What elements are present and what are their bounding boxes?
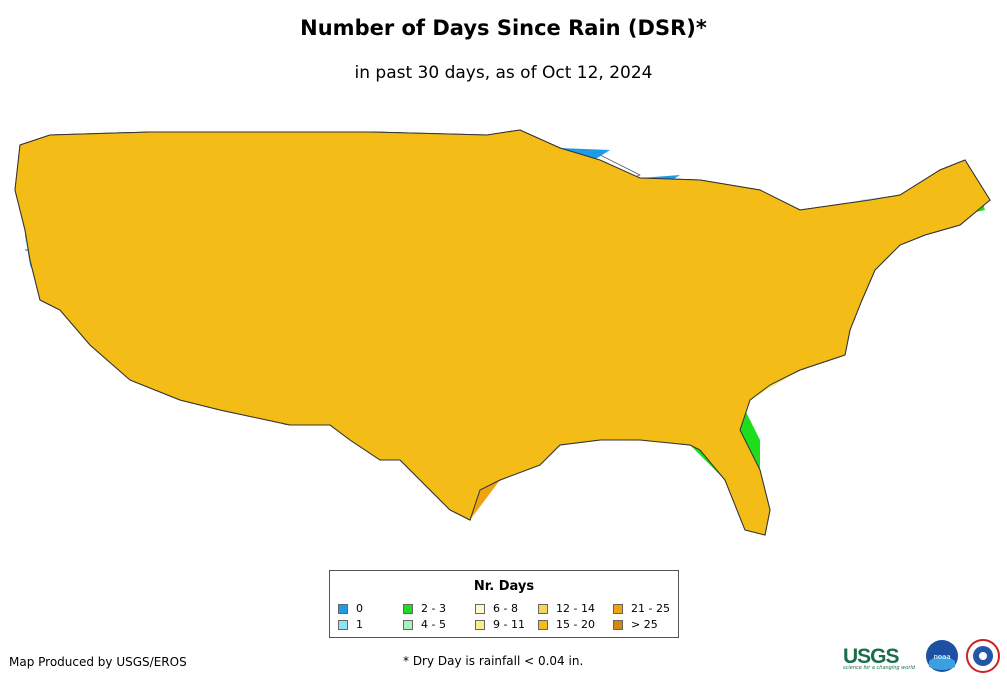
legend-item: 15 - 20 [538, 618, 595, 631]
usgs-logo: USGS science for a changing world [843, 639, 923, 675]
noaa-logo-icon: noaa [926, 640, 958, 672]
legend-item: 4 - 5 [403, 618, 446, 631]
legend-swatch [538, 603, 548, 614]
legend-label: 21 - 25 [631, 602, 670, 615]
credit-text: Map Produced by USGS/EROS [9, 655, 187, 669]
legend-label: 0 [356, 602, 363, 615]
legend: Nr. Days 0 1 2 - 3 4 - 5 6 - 8 9 - 11 12 - 14 1… [329, 570, 679, 638]
legend-swatch [475, 603, 485, 614]
legend-label: 4 - 5 [421, 618, 446, 631]
legend-item: 21 - 25 [613, 602, 670, 615]
nws-logo-icon [966, 639, 1000, 673]
usgs-tagline: science for a changing world [843, 665, 915, 671]
usgs-logo-text: USGS [843, 645, 900, 668]
legend-item: > 25 [613, 618, 658, 631]
legend-item: 2 - 3 [403, 602, 446, 615]
legend-swatch [538, 619, 548, 630]
footnote: * Dry Day is rainfall < 0.04 in. [403, 654, 584, 668]
legend-label: 6 - 8 [493, 602, 518, 615]
legend-swatch [475, 619, 485, 630]
legend-swatch [613, 619, 623, 630]
legend-swatch [613, 603, 623, 614]
legend-item: 6 - 8 [475, 602, 518, 615]
legend-swatch [338, 603, 348, 614]
legend-label: 15 - 20 [556, 618, 595, 631]
legend-item: 0 [338, 602, 363, 615]
legend-swatch [338, 619, 348, 630]
legend-label: 2 - 3 [421, 602, 446, 615]
legend-item: 1 [338, 618, 363, 631]
noaa-text: noaa [933, 653, 950, 661]
legend-item: 9 - 11 [475, 618, 525, 631]
legend-label: 12 - 14 [556, 602, 595, 615]
legend-item: 12 - 14 [538, 602, 595, 615]
legend-swatch [403, 619, 413, 630]
legend-title: Nr. Days [473, 579, 535, 594]
us-map [14, 129, 991, 536]
map-subtitle: in past 30 days, as of Oct 12, 2024 [354, 63, 653, 83]
agency-logos: USGS science for a changing world noaa [843, 639, 1001, 675]
legend-label: 9 - 11 [493, 618, 525, 631]
legend-label: > 25 [631, 618, 658, 631]
map-title: Number of Days Since Rain (DSR)* [300, 16, 707, 40]
legend-label: 1 [356, 618, 363, 631]
legend-swatch [403, 603, 413, 614]
